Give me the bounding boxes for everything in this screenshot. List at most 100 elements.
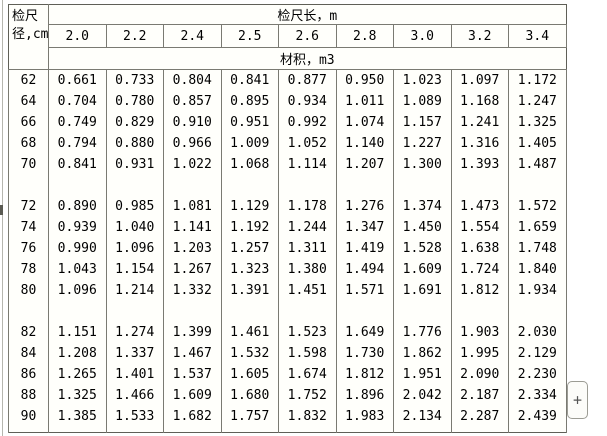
volume-cell: 1.473 bbox=[450, 195, 509, 217]
volume-cell: 1.276 bbox=[335, 195, 394, 217]
volume-cell: 0.910 bbox=[163, 111, 222, 133]
volume-cell: 0.733 bbox=[105, 69, 164, 91]
empty-cell bbox=[335, 426, 394, 433]
volume-cell: 1.401 bbox=[105, 363, 164, 385]
diameter-cell: 82 bbox=[8, 321, 49, 343]
volume-cell: 0.966 bbox=[163, 132, 222, 154]
volume-cell: 1.776 bbox=[393, 321, 452, 343]
volume-cell: 1.466 bbox=[105, 384, 164, 406]
volume-cell: 0.985 bbox=[105, 195, 164, 217]
diameter-cell: 62 bbox=[8, 69, 49, 91]
volume-cell: 0.829 bbox=[105, 111, 164, 133]
volume-cell: 1.203 bbox=[163, 237, 222, 259]
volume-cell: 1.572 bbox=[508, 195, 567, 217]
header-row-top: 检尺 径,cm 检尺长，m bbox=[8, 4, 567, 70]
empty-cell bbox=[105, 300, 164, 322]
volume-cell: 1.023 bbox=[393, 69, 452, 91]
volume-cell: 1.316 bbox=[450, 132, 509, 154]
empty-cell bbox=[393, 174, 452, 196]
volume-cell: 1.840 bbox=[508, 258, 567, 280]
volume-cell: 2.134 bbox=[393, 405, 452, 427]
diameter-cell: 84 bbox=[8, 342, 49, 364]
volume-cell: 1.043 bbox=[48, 258, 107, 280]
volume-cell: 2.230 bbox=[508, 363, 567, 385]
diameter-cell: 70 bbox=[8, 153, 49, 175]
volume-cell: 0.841 bbox=[48, 153, 107, 175]
empty-cell bbox=[450, 426, 509, 433]
volume-cell: 1.554 bbox=[450, 216, 509, 238]
volume-cell: 1.724 bbox=[450, 258, 509, 280]
volume-cell: 1.052 bbox=[278, 132, 337, 154]
volume-cell: 1.832 bbox=[278, 405, 337, 427]
volume-cell: 1.995 bbox=[450, 342, 509, 364]
empty-cell bbox=[450, 174, 509, 196]
volume-cell: 1.649 bbox=[335, 321, 394, 343]
volume-cell: 1.598 bbox=[278, 342, 337, 364]
table-row: 90 1.385 1.533 1.682 1.757 1.832 1.983 2.134 2.2… bbox=[8, 405, 567, 427]
empty-cell bbox=[393, 300, 452, 322]
volume-cell: 1.157 bbox=[393, 111, 452, 133]
spacer-row bbox=[8, 300, 567, 322]
volume-cell: 1.380 bbox=[278, 258, 337, 280]
empty-cell bbox=[8, 174, 49, 196]
volume-cell: 1.748 bbox=[508, 237, 567, 259]
empty-cell bbox=[163, 300, 222, 322]
volume-cell: 1.532 bbox=[220, 342, 279, 364]
volume-cell: 1.325 bbox=[48, 384, 107, 406]
diameter-cell: 74 bbox=[8, 216, 49, 238]
volume-cell: 1.097 bbox=[450, 69, 509, 91]
volume-cell: 1.011 bbox=[335, 90, 394, 112]
table-row: 88 1.325 1.466 1.609 1.680 1.752 1.896 2.042 2.1… bbox=[8, 384, 567, 406]
volume-cell: 1.812 bbox=[450, 279, 509, 301]
header-row-lengths: 2.0 2.2 2.4 2.5 2.6 2.8 3.0 3.2 3.4 bbox=[9, 24, 567, 48]
volume-cell: 1.337 bbox=[105, 342, 164, 364]
empty-cell bbox=[105, 174, 164, 196]
volume-cell: 2.129 bbox=[508, 342, 567, 364]
volume-cell: 1.451 bbox=[278, 279, 337, 301]
plus-icon: + bbox=[572, 391, 583, 409]
volume-cell: 1.129 bbox=[220, 195, 279, 217]
volume-cell: 1.009 bbox=[220, 132, 279, 154]
table-row: 64 0.704 0.780 0.857 0.895 0.934 1.011 1.089 1.1… bbox=[8, 90, 567, 112]
volume-cell: 1.609 bbox=[393, 258, 452, 280]
volume-cell: 0.890 bbox=[48, 195, 107, 217]
empty-cell bbox=[508, 426, 567, 433]
volume-cell: 1.391 bbox=[220, 279, 279, 301]
empty-cell bbox=[220, 174, 279, 196]
volume-cell: 0.804 bbox=[163, 69, 222, 91]
volume-cell: 1.674 bbox=[278, 363, 337, 385]
volume-cell: 0.931 bbox=[105, 153, 164, 175]
volume-cell: 2.334 bbox=[508, 384, 567, 406]
diameter-cell: 78 bbox=[8, 258, 49, 280]
volume-cell: 1.730 bbox=[335, 342, 394, 364]
volume-cell: 1.951 bbox=[393, 363, 452, 385]
expand-button[interactable]: + bbox=[567, 381, 588, 419]
diameter-cell: 88 bbox=[8, 384, 49, 406]
volume-cell: 1.208 bbox=[48, 342, 107, 364]
volume-cell: 1.757 bbox=[220, 405, 279, 427]
empty-cell bbox=[278, 300, 337, 322]
empty-cell bbox=[48, 426, 107, 433]
table-row: 80 1.096 1.214 1.332 1.391 1.451 1.571 1.691 1.8… bbox=[8, 279, 567, 301]
volume-cell: 1.274 bbox=[105, 321, 164, 343]
volume-cell: 1.325 bbox=[508, 111, 567, 133]
volume-cell: 1.638 bbox=[450, 237, 509, 259]
empty-cell bbox=[48, 300, 107, 322]
volume-cell: 2.030 bbox=[508, 321, 567, 343]
volume-cell: 2.187 bbox=[450, 384, 509, 406]
diameter-cell: 66 bbox=[8, 111, 49, 133]
volume-cell: 1.467 bbox=[163, 342, 222, 364]
volume-cell: 2.090 bbox=[450, 363, 509, 385]
volume-cell: 1.332 bbox=[163, 279, 222, 301]
table-row: 74 0.939 1.040 1.141 1.192 1.244 1.347 1.450 1.5… bbox=[8, 216, 567, 238]
volume-cell: 1.114 bbox=[278, 153, 337, 175]
volume-cell: 1.214 bbox=[105, 279, 164, 301]
volume-cell: 0.939 bbox=[48, 216, 107, 238]
volume-cell: 0.704 bbox=[48, 90, 107, 112]
length-col-header: 2.4 bbox=[163, 24, 222, 48]
volume-cell: 0.857 bbox=[163, 90, 222, 112]
volume-cell: 1.074 bbox=[335, 111, 394, 133]
table-row: 84 1.208 1.337 1.467 1.532 1.598 1.730 1.862 1.9… bbox=[8, 342, 567, 364]
diameter-cell: 90 bbox=[8, 405, 49, 427]
volume-cell: 1.752 bbox=[278, 384, 337, 406]
